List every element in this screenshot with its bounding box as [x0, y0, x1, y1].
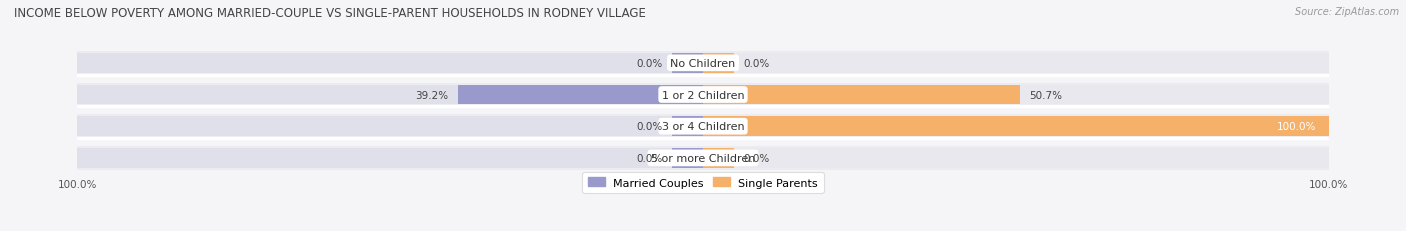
Bar [703, 85, 1021, 105]
Bar [703, 117, 1329, 137]
Bar [672, 149, 703, 168]
Bar [77, 54, 703, 73]
Text: 0.0%: 0.0% [744, 59, 770, 69]
Text: 0.0%: 0.0% [636, 59, 662, 69]
Bar [77, 85, 703, 105]
Bar [703, 149, 1329, 168]
Bar [703, 85, 1329, 105]
Bar [77, 52, 1329, 75]
Bar [77, 149, 703, 168]
Text: Source: ZipAtlas.com: Source: ZipAtlas.com [1295, 7, 1399, 17]
Text: 50.7%: 50.7% [1029, 90, 1063, 100]
Text: 0.0%: 0.0% [744, 153, 770, 163]
Bar [458, 85, 703, 105]
Text: 5 or more Children: 5 or more Children [651, 153, 755, 163]
Bar [77, 146, 1329, 170]
Bar [77, 117, 703, 137]
Text: No Children: No Children [671, 59, 735, 69]
Text: 100.0%: 100.0% [1277, 122, 1316, 132]
Text: 0.0%: 0.0% [636, 153, 662, 163]
Bar [703, 54, 1329, 73]
Bar [77, 83, 1329, 107]
Bar [703, 54, 734, 73]
Text: 39.2%: 39.2% [415, 90, 449, 100]
Text: 1 or 2 Children: 1 or 2 Children [662, 90, 744, 100]
Text: 3 or 4 Children: 3 or 4 Children [662, 122, 744, 132]
Text: 0.0%: 0.0% [636, 122, 662, 132]
Bar [672, 117, 703, 137]
Bar [672, 54, 703, 73]
Bar [703, 117, 1329, 137]
Bar [703, 149, 734, 168]
Text: INCOME BELOW POVERTY AMONG MARRIED-COUPLE VS SINGLE-PARENT HOUSEHOLDS IN RODNEY : INCOME BELOW POVERTY AMONG MARRIED-COUPL… [14, 7, 645, 20]
Legend: Married Couples, Single Parents: Married Couples, Single Parents [582, 172, 824, 193]
Bar [77, 115, 1329, 138]
